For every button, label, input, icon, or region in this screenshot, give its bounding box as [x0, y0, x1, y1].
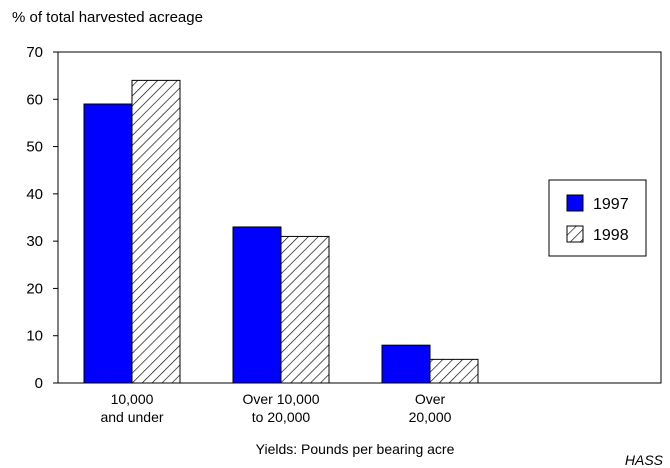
y-tick-label: 50 [26, 139, 43, 156]
y-tick-label: 20 [26, 280, 43, 297]
legend-swatch-1997 [566, 194, 584, 212]
legend-label-1997: 1997 [593, 196, 629, 213]
x-axis-label: Yields: Pounds per bearing acre [256, 441, 455, 457]
bar-1997-1 [232, 226, 282, 384]
legend: 1997 1998 [548, 179, 647, 257]
bar-1998-0 [131, 79, 181, 384]
y-tick-label: 30 [26, 233, 43, 250]
y-tick-label: 10 [26, 328, 43, 345]
source-note: HASS [625, 452, 664, 468]
y-tick-label: 60 [26, 91, 43, 108]
y-axis-label: % of total harvested acreage [12, 9, 203, 26]
y-axis: 0 10 20 30 40 50 60 70 [26, 44, 58, 392]
x-tick-label: Over [415, 391, 446, 407]
x-tick-label: and under [100, 409, 163, 425]
x-tick-label: 10,000 [111, 391, 154, 407]
y-tick-label: 0 [35, 375, 43, 392]
x-tick-label: 20,000 [409, 409, 452, 425]
legend-swatch-1998 [566, 225, 584, 243]
x-tick-label: to 20,000 [252, 409, 311, 425]
bar-1997-2 [381, 344, 431, 384]
bars-group [83, 79, 479, 384]
bar-1998-1 [280, 235, 330, 384]
bar-1997-0 [83, 103, 133, 384]
y-tick-label: 70 [26, 44, 43, 61]
legend-box [548, 179, 647, 257]
legend-label-1998: 1998 [593, 227, 629, 244]
bar-1998-2 [429, 358, 479, 384]
y-tick-label: 40 [26, 186, 43, 203]
x-axis: 10,000 and under Over 10,000 to 20,000 Over 2… [100, 391, 451, 425]
x-tick-label: Over 10,000 [242, 391, 319, 407]
plot-frame [57, 51, 662, 384]
